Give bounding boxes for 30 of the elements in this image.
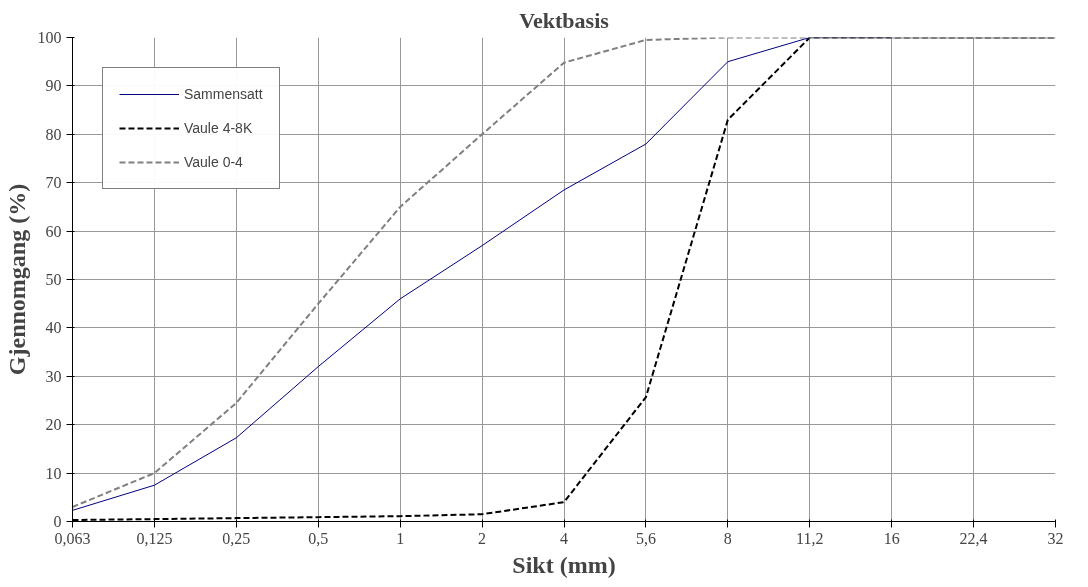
x-tick-label: 11,2 (796, 529, 824, 547)
y-axis-title: Gjennomgang (%) (3, 183, 30, 376)
y-tick-label: 10 (45, 464, 62, 482)
y-tick-label: 0 (53, 513, 62, 530)
legend-label: Vaule 0-4 (184, 154, 243, 170)
x-tick-label: 16 (883, 529, 900, 547)
x-tick-label: 0,125 (136, 529, 173, 547)
x-tick-label: 0,5 (308, 529, 329, 547)
y-tick-label: 20 (45, 416, 62, 434)
chart-title: Vektbasis (519, 7, 610, 33)
y-tick-label: 40 (45, 319, 62, 337)
x-tick-label: 1 (396, 529, 405, 547)
y-tick-label: 80 (45, 125, 62, 143)
x-tick-label: 4 (560, 529, 568, 547)
y-tick-label: 50 (45, 271, 62, 288)
x-tick-label: 5,6 (635, 529, 656, 547)
x-tick-label: 0,063 (54, 529, 91, 547)
y-tick-label: 70 (45, 174, 62, 192)
y-tick-label: 90 (45, 77, 62, 95)
y-tick-label: 100 (37, 29, 62, 46)
x-tick-label: 2 (478, 529, 487, 547)
legend-label: Vaule 4-8K (184, 120, 253, 136)
x-tick-label: 22,4 (959, 529, 988, 547)
x-tick-label: 0,25 (222, 529, 251, 547)
y-tick-label: 30 (45, 367, 62, 385)
x-tick-label: 8 (723, 529, 732, 547)
x-axis-title: Sikt (mm) (512, 551, 616, 578)
legend-label: Sammensatt (184, 86, 263, 102)
x-tick-label: 32 (1047, 529, 1064, 547)
y-tick-label: 60 (45, 222, 62, 240)
